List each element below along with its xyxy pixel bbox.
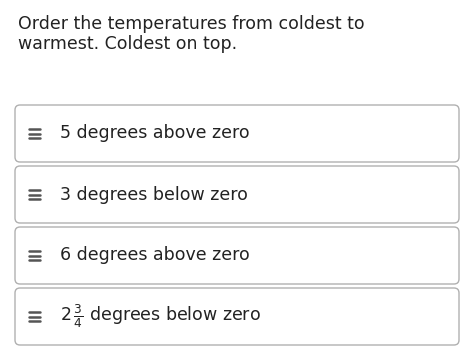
Text: 6 degrees above zero: 6 degrees above zero	[60, 246, 250, 264]
Text: $2\,\mathregular{\frac{3}{4}}$ degrees below zero: $2\,\mathregular{\frac{3}{4}}$ degrees b…	[60, 303, 261, 330]
FancyBboxPatch shape	[15, 227, 459, 284]
FancyBboxPatch shape	[15, 166, 459, 223]
Text: 5 degrees above zero: 5 degrees above zero	[60, 125, 250, 143]
Text: 3 degrees below zero: 3 degrees below zero	[60, 185, 248, 203]
Text: Order the temperatures from coldest to: Order the temperatures from coldest to	[18, 15, 365, 33]
FancyBboxPatch shape	[15, 288, 459, 345]
Text: warmest. Coldest on top.: warmest. Coldest on top.	[18, 35, 237, 53]
FancyBboxPatch shape	[15, 105, 459, 162]
